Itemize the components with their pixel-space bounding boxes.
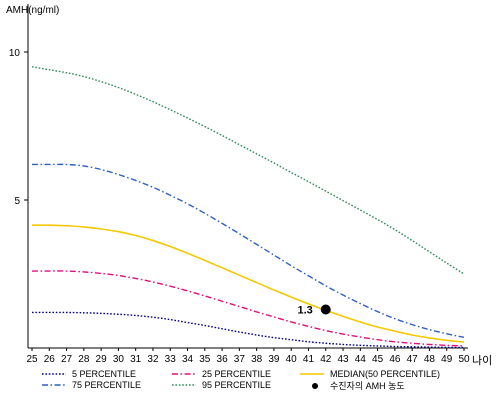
y-tick-label: 5 [14,196,20,207]
x-tick-label: 39 [268,354,280,365]
legend-label: 75 PERCENTILE [72,380,141,390]
x-tick-label: 42 [320,354,332,365]
x-tick-label: 28 [78,354,90,365]
legend-point-marker [312,383,318,389]
x-tick-label: 29 [96,354,108,365]
x-tick-label: 44 [355,354,367,365]
series-line-median-50-percentile [31,224,465,343]
y-axis-label: AMH(ng/ml) [6,5,59,16]
x-tick-label: 30 [113,354,125,365]
series-line-25-percentile [32,270,465,347]
x-tick-label: 31 [130,354,142,365]
x-tick-label: 35 [199,354,211,365]
x-axis-label: 나이 [472,354,492,367]
x-tick-label: 25 [26,354,38,365]
x-tick-label: 27 [61,354,73,365]
x-tick-label: 41 [303,354,315,365]
legend-label: MEDIAN(50 PERCENTILE) [330,369,440,379]
legend-label: 95 PERCENTILE [202,380,271,390]
y-tick-label: 10 [9,48,21,59]
x-tick-label: 45 [372,354,384,365]
y-ticks: 5 10 [9,48,28,207]
x-tick-label: 38 [251,354,263,365]
x-tick-label: 46 [389,354,401,365]
series-line-75-percentile [31,163,465,339]
x-tick-label: 32 [147,354,159,365]
x-tick-label: 47 [407,354,419,365]
series-line-5-percentile [32,311,465,349]
patient-amh-point [320,304,331,315]
x-tick-label: 43 [337,354,349,365]
series-line-95-percentile [31,66,465,275]
x-tick-label: 48 [424,354,436,365]
x-tick-label: 33 [165,354,177,365]
x-tick-label: 26 [44,354,56,365]
x-tick-label: 36 [217,354,229,365]
legend-point-label: 수진자의 AMH 농도 [330,381,405,391]
patient-point: 1.3 [297,304,331,317]
axes [27,4,468,349]
patient-amh-value-label: 1.3 [297,305,312,317]
x-tick-label: 34 [182,354,194,365]
x-ticks: 25 26 27 28 29 30 31 32 33 34 35 36 37 38 39 40 41 42 43 44… [26,348,470,365]
series-lines [31,66,465,349]
legend-label: 5 PERCENTILE [72,369,136,379]
legend-label: 25 PERCENTILE [202,369,271,379]
x-tick-label: 49 [441,354,453,365]
x-tick-label: 37 [234,354,246,365]
x-tick-label: 50 [458,354,470,365]
x-tick-label: 40 [286,354,298,365]
